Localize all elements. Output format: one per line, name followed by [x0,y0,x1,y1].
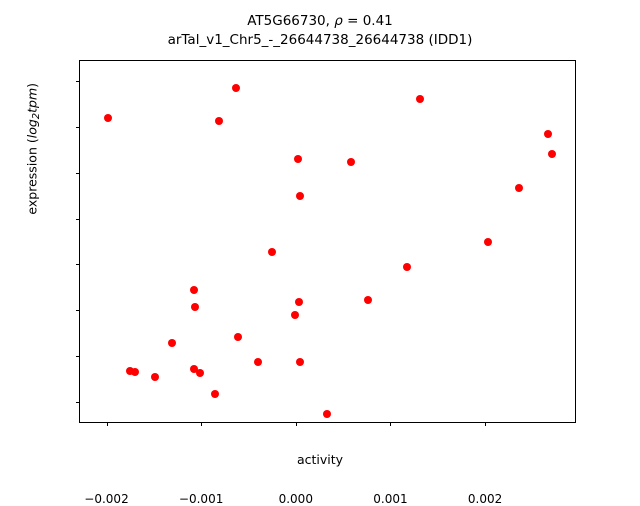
title-rho-value: = 0.41 [342,13,393,29]
data-point [234,332,243,341]
title-rho-symbol: ρ [334,13,343,29]
y-axis-label-suffix: ) [24,82,40,88]
y-axis-label-prefix: expression ( [24,138,40,215]
data-point [253,358,262,367]
y-tick-mark [76,356,80,358]
data-point [215,116,224,125]
y-tick-mark [76,81,80,83]
x-tick-label: −0.001 [178,492,224,506]
y-tick-mark [76,310,80,312]
data-point [483,238,492,247]
data-point [290,310,299,319]
x-tick-label: 0.002 [467,492,503,506]
data-point [323,409,332,418]
data-point [232,84,241,93]
data-point [403,263,412,272]
data-point [548,150,557,159]
data-point [189,286,198,295]
y-tick-mark [76,264,80,266]
data-point [211,389,220,398]
data-point [515,184,524,193]
data-point [293,155,302,164]
y-axis-label-log: log [24,119,40,139]
y-axis-label-base: 2 [30,112,42,120]
x-tick-label: −0.002 [84,492,129,506]
data-point [190,303,199,312]
x-tick-label: 0.001 [373,492,408,506]
x-tick-mark [201,422,203,426]
data-point [104,113,113,122]
y-axis-label-tpm: tpm [24,87,40,113]
y-axis-label: expression (log2tpm) [24,0,42,314]
title-line-1: AT5G66730, ρ = 0.41 [0,12,640,31]
x-tick-mark [390,422,392,426]
data-point [543,130,552,139]
x-tick-mark [295,422,297,426]
data-point [346,157,355,166]
data-point [415,94,424,103]
plot-axes: 3.03.54.04.55.05.56.06.5 −0.002−0.0010.0… [76,60,576,506]
x-tick-mark [106,422,108,426]
data-point [363,296,372,305]
data-point [130,367,139,376]
plot-data-area [80,61,575,422]
x-tick-mark [485,422,487,426]
data-point [126,366,135,375]
data-point [189,364,198,373]
title-gene: AT5G66730, [247,13,335,29]
data-point [294,297,303,306]
x-axis-label: activity [296,452,344,467]
data-point [150,373,159,382]
y-tick-mark [76,218,80,220]
data-point [295,358,304,367]
figure-title: AT5G66730, ρ = 0.41 arTal_v1_Chr5_-_2664… [0,12,640,50]
title-line-2: arTal_v1_Chr5_-_26644738_26644738 (IDD1) [167,32,473,48]
data-point [295,191,304,200]
x-tick-label: 0.000 [278,492,313,506]
data-point [167,339,176,348]
data-point [268,247,277,256]
y-tick-mark [76,126,80,128]
data-point [196,369,205,378]
y-tick-mark [76,401,80,403]
y-tick-mark [76,172,80,174]
